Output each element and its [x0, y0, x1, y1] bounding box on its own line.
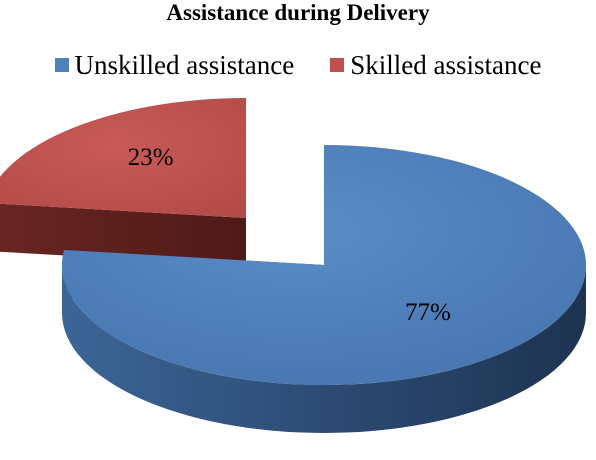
slice-label-skilled: 23%: [128, 144, 174, 171]
slice-skilled: 23%: [0, 98, 246, 266]
unskilled-top-face: [61, 145, 587, 385]
skilled-top-face: [0, 98, 246, 218]
chart-legend: Unskilled assistance Skilled assistance: [0, 50, 596, 80]
unskilled-outer-wall-0: [62, 265, 586, 433]
legend-label-skilled: Skilled assistance: [350, 50, 542, 80]
skilled-radial-side-0: [0, 203, 246, 266]
legend-swatch-skilled: [330, 58, 345, 72]
slice-unskilled: 77%: [61, 145, 587, 433]
legend-swatch-unskilled: [54, 58, 69, 72]
legend-item-unskilled: Unskilled assistance: [54, 50, 295, 80]
legend-item-skilled: Skilled assistance: [330, 50, 541, 80]
chart-title: Assistance during Delivery: [166, 0, 430, 25]
legend-label-unskilled: Unskilled assistance: [74, 50, 295, 80]
slice-label-unskilled: 77%: [405, 299, 451, 326]
